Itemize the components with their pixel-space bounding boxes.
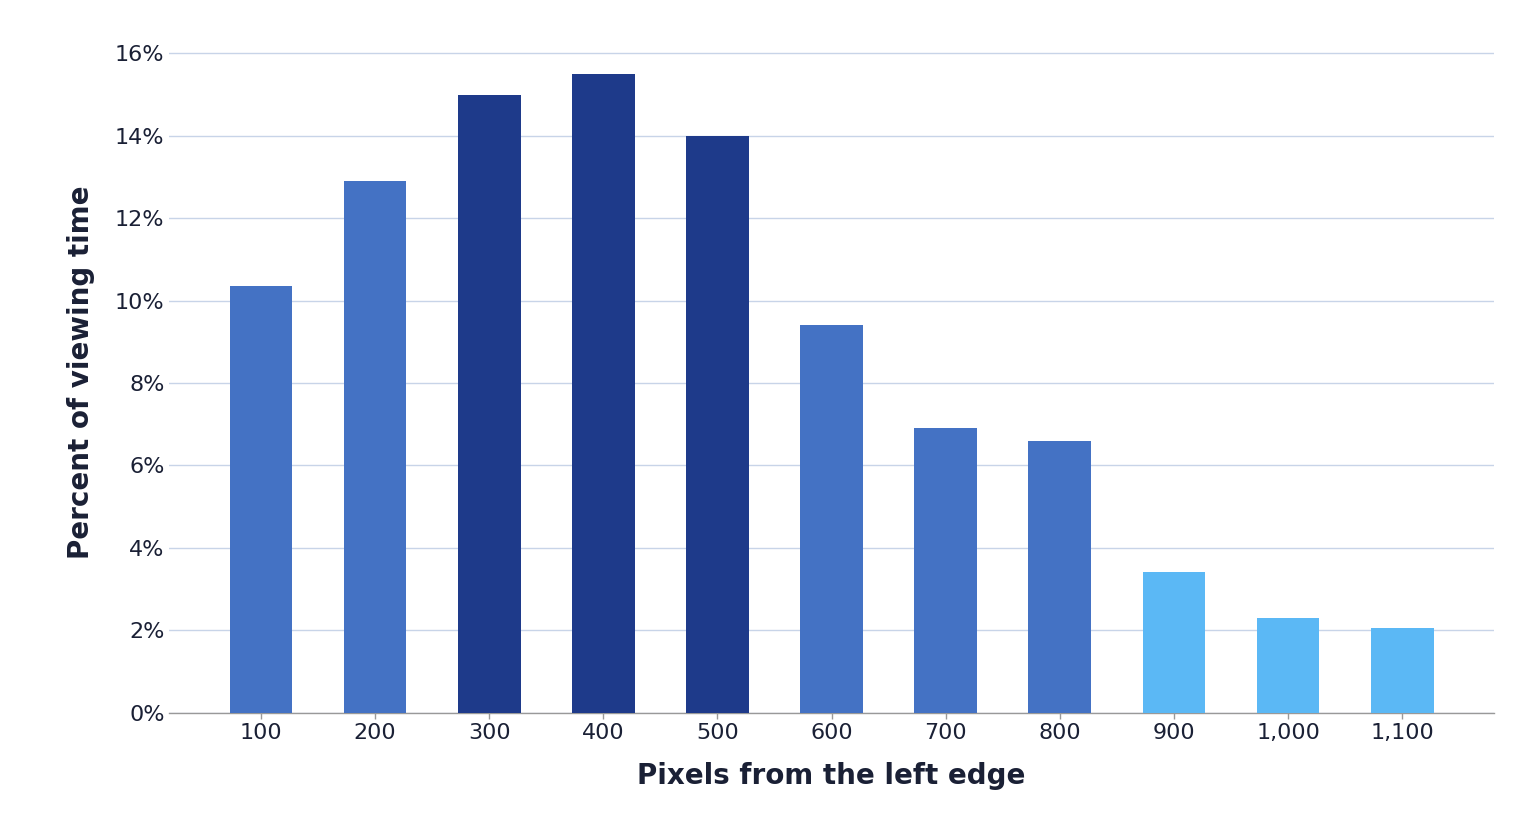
- Y-axis label: Percent of viewing time: Percent of viewing time: [68, 186, 95, 559]
- Bar: [457, 94, 521, 713]
- Bar: [915, 428, 976, 713]
- Bar: [571, 74, 634, 713]
- Bar: [343, 181, 407, 713]
- X-axis label: Pixels from the left edge: Pixels from the left edge: [638, 762, 1026, 790]
- Bar: [801, 325, 862, 713]
- Bar: [1257, 618, 1320, 713]
- Bar: [687, 136, 748, 713]
- Bar: [1143, 572, 1206, 713]
- Bar: [229, 286, 293, 713]
- Bar: [1371, 628, 1434, 713]
- Bar: [1029, 441, 1092, 713]
